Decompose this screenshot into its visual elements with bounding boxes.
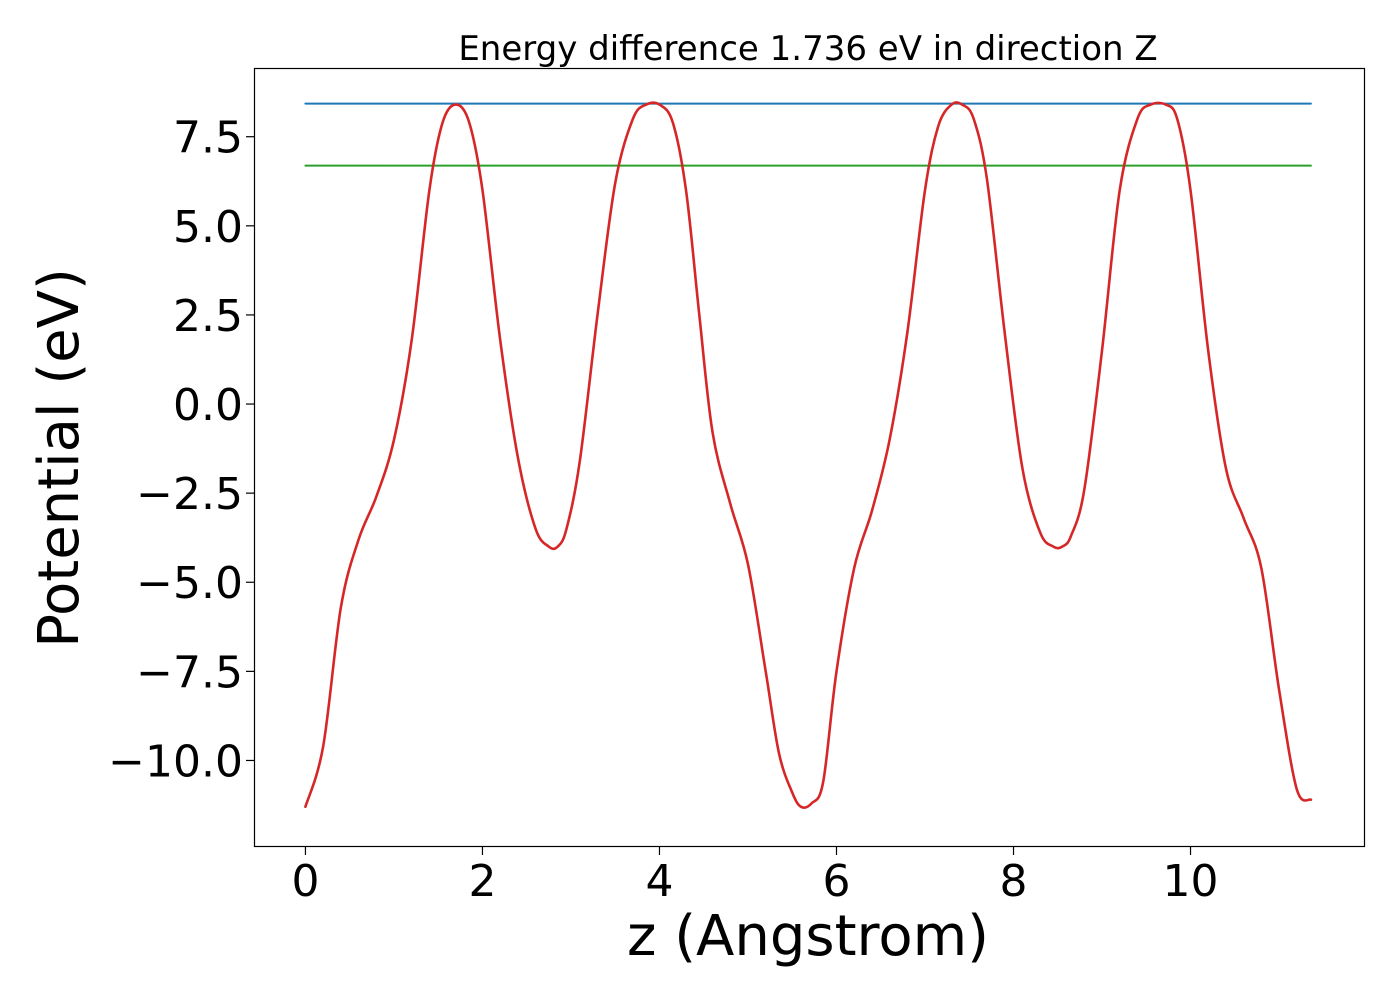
y-axis: −10.0 −7.5 −5.0 −2.5 0.0 2.5 5.0 7.5: [108, 113, 255, 787]
x-tick-label: 8: [1000, 856, 1028, 907]
y-tick-label: −5.0: [136, 558, 243, 609]
y-tick-label: 5.0: [173, 202, 243, 253]
y-tick-label: −2.5: [136, 469, 243, 520]
chart-title: Energy difference 1.736 eV in direction …: [458, 29, 1157, 69]
series-line-0: [304, 101, 1313, 809]
x-tick-label: 2: [468, 856, 496, 907]
y-tick-label: −7.5: [136, 647, 243, 698]
y-tick-label: 0.0: [173, 380, 243, 431]
y-tick-label: −10.0: [108, 736, 243, 787]
x-tick-label: 4: [645, 856, 673, 907]
x-axis: 0 2 4 6 8 10: [291, 846, 1219, 907]
x-tick-label: 6: [822, 856, 850, 907]
x-tick-label: 10: [1163, 856, 1219, 907]
x-tick-label: 0: [291, 856, 319, 907]
y-tick-label: 2.5: [173, 291, 243, 342]
series-layer: [304, 101, 1313, 809]
x-axis-label: z (Angstrom): [627, 904, 989, 969]
y-axis-label: Potential (eV): [27, 268, 92, 648]
y-tick-label: 7.5: [173, 113, 243, 164]
plot-frame: [253, 67, 1366, 848]
